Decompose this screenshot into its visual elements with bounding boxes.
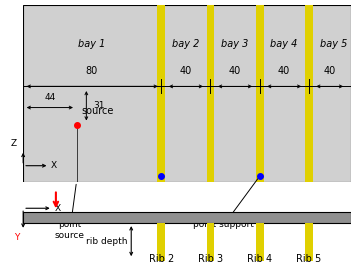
Text: 40: 40 [229,66,241,76]
Text: 44: 44 [44,93,56,102]
Bar [305,5,313,182]
Text: 80: 80 [86,66,98,76]
Text: X: X [54,204,61,213]
Text: 40: 40 [180,66,192,76]
Text: Y: Y [14,233,19,242]
Text: point support: point support [193,179,258,229]
Text: bay 4: bay 4 [271,39,298,49]
Bar [157,5,165,182]
Text: Rib 4: Rib 4 [247,254,272,264]
Text: 40: 40 [324,66,336,76]
Text: bay 1: bay 1 [78,39,106,49]
Text: bay 5: bay 5 [320,39,347,49]
Text: source: source [82,106,114,116]
Bar [206,223,214,261]
Text: bay 3: bay 3 [221,39,249,49]
Text: Rib 3: Rib 3 [198,254,223,264]
Text: 31: 31 [93,101,104,110]
Text: bay 2: bay 2 [172,39,200,49]
Text: X: X [51,161,57,170]
Bar [256,5,263,182]
Text: Z: Z [10,139,16,148]
Bar [256,223,263,261]
Text: Rib 2: Rib 2 [149,254,174,264]
Text: rib depth: rib depth [87,237,128,246]
Bar [305,223,313,261]
Text: 40: 40 [278,66,290,76]
Bar [206,5,214,182]
Text: point
source: point source [55,184,85,240]
Bar [23,212,351,223]
Bar [157,223,165,261]
Text: Rib 5: Rib 5 [296,254,321,264]
